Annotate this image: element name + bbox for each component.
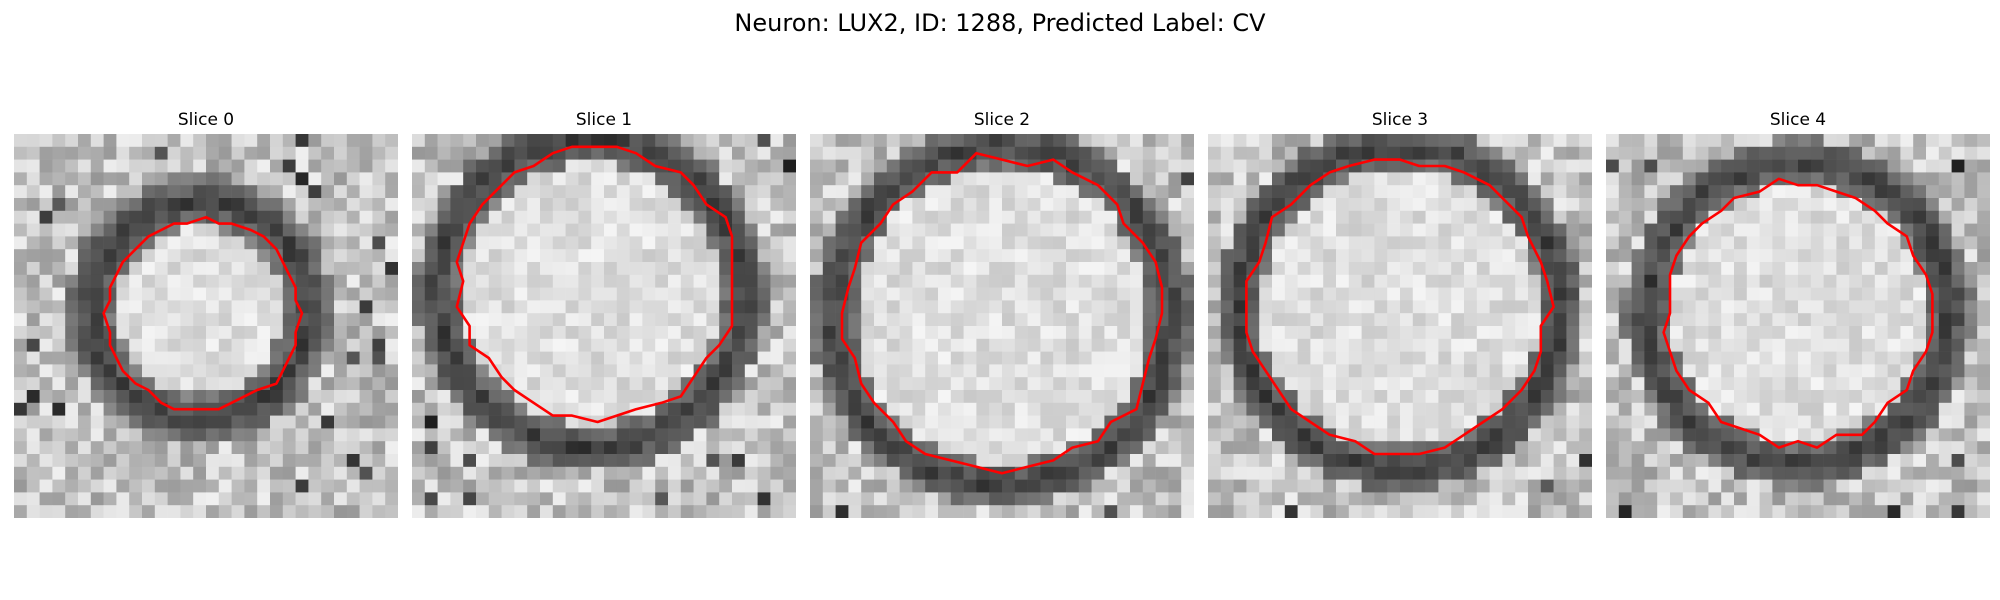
contour-outline-2: [840, 151, 1164, 475]
slice-title-4: Slice 4: [1769, 110, 1827, 130]
slice-title-2: Slice 2: [973, 110, 1031, 130]
slice-canvas-0: [14, 134, 398, 518]
slice-canvas-2: [810, 134, 1194, 518]
slice-canvas-4: [1606, 134, 1990, 518]
slice-title-1: Slice 1: [575, 110, 633, 130]
slice-panel-4: Slice 4: [1606, 108, 1990, 518]
slice-image-3: [1208, 134, 1592, 518]
contour-outline-1: [455, 145, 734, 424]
slice-canvas-3: [1208, 134, 1592, 518]
slice-panel-0: Slice 0: [14, 108, 398, 518]
contour-outline-3: [1245, 158, 1555, 456]
contour-outline-4: [1662, 177, 1934, 449]
slice-panel-1: Slice 1: [412, 108, 796, 518]
slice-image-1: [412, 134, 796, 518]
slice-panel-2: Slice 2: [810, 108, 1194, 518]
slice-image-2: [810, 134, 1194, 518]
slice-title-0: Slice 0: [177, 110, 235, 130]
contour-outline-0: [102, 215, 304, 411]
slice-panel-3: Slice 3: [1208, 108, 1592, 518]
figure-title: Neuron: LUX2, ID: 1288, Predicted Label:…: [734, 9, 1266, 37]
slice-canvas-1: [412, 134, 796, 518]
slice-image-4: [1606, 134, 1990, 518]
slice-image-0: [14, 134, 398, 518]
slice-title-3: Slice 3: [1371, 110, 1429, 130]
